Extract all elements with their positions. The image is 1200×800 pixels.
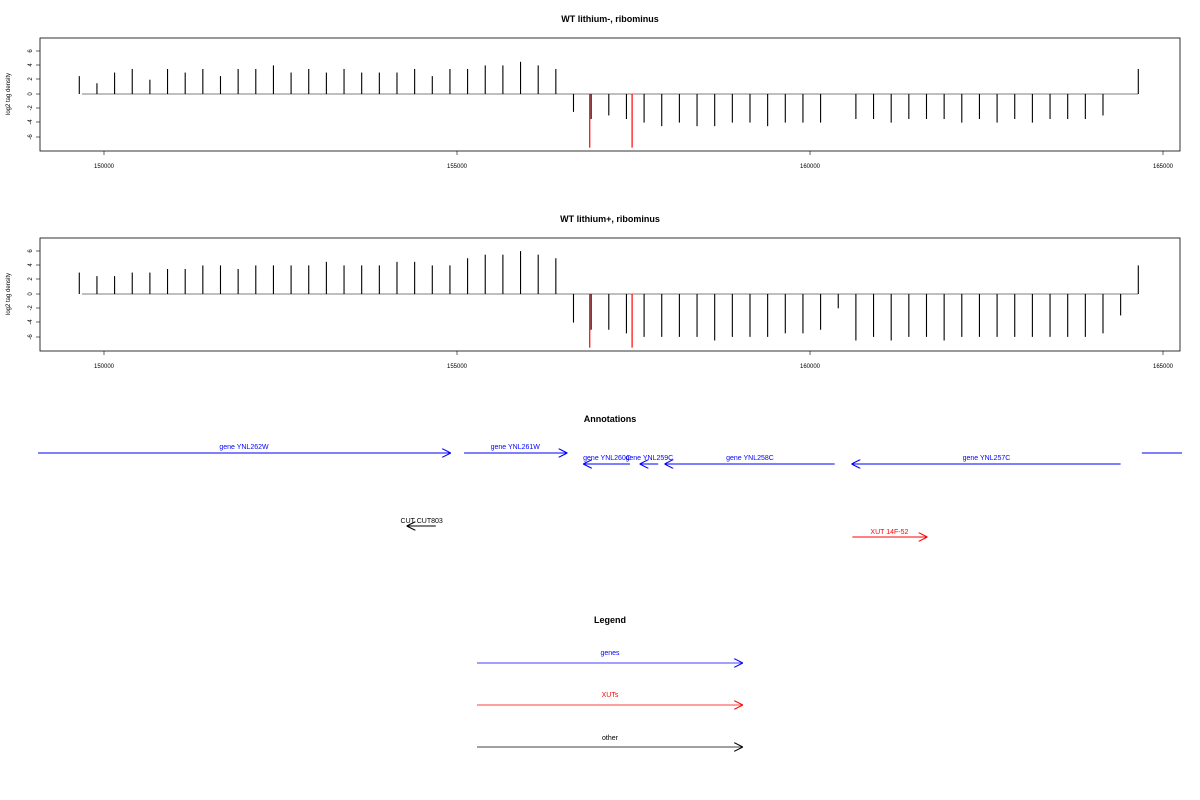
y-tick-label: 6 bbox=[28, 249, 34, 253]
y-tick-label: -2 bbox=[28, 305, 34, 311]
legend: Legend genes XUTs other bbox=[477, 615, 742, 747]
y-tick-label: 6 bbox=[28, 49, 34, 53]
panel-lithium-minus: WT lithium-, ribominus log2 tag density … bbox=[6, 14, 1181, 170]
x-tick-label: 150000 bbox=[94, 164, 115, 170]
panel-title: WT lithium-, ribominus bbox=[561, 14, 659, 24]
annotation-label: gene YNL262W bbox=[219, 444, 269, 451]
legend-label-other: other bbox=[602, 735, 619, 742]
legend-label-genes: genes bbox=[600, 650, 620, 657]
y-axis-label: log2 tag density bbox=[6, 73, 12, 115]
x-tick-label: 165000 bbox=[1153, 364, 1174, 370]
y-tick-label: -4 bbox=[28, 119, 34, 125]
y-tick-label: 2 bbox=[28, 277, 34, 281]
x-tick-label: 160000 bbox=[800, 364, 821, 370]
x-axis: 150000 155000 160000 165000 bbox=[94, 151, 1174, 170]
panel-lithium-plus: WT lithium+, ribominus log2 tag density … bbox=[6, 214, 1181, 370]
annotation-label: XUT 14F-52 bbox=[870, 529, 908, 536]
annotation-label: gene YNL259C bbox=[626, 455, 674, 462]
y-axis: 6 4 2 0 -2 -4 -6 bbox=[28, 249, 40, 340]
legend-title: Legend bbox=[594, 615, 626, 625]
plot-frame bbox=[39, 237, 1181, 352]
x-tick-label: 155000 bbox=[447, 164, 468, 170]
y-tick-label: -6 bbox=[28, 334, 34, 340]
signal-track bbox=[78, 251, 1139, 348]
y-tick-label: -2 bbox=[28, 105, 34, 111]
annotation-label: gene YNL261W bbox=[491, 444, 541, 451]
signal-track bbox=[78, 61, 1139, 148]
y-axis-label: log2 tag density bbox=[6, 273, 12, 315]
y-tick-label: -6 bbox=[28, 134, 34, 140]
y-tick-label: 4 bbox=[28, 63, 34, 67]
x-tick-label: 155000 bbox=[447, 364, 468, 370]
annotation-label: gene YNL258C bbox=[726, 455, 774, 462]
annotations-section: Annotations gene YNL262W gene YNL261W gene… bbox=[38, 414, 1182, 537]
y-tick-label: 0 bbox=[28, 292, 34, 296]
y-tick-label: 0 bbox=[28, 92, 34, 96]
annotations-title: Annotations bbox=[584, 414, 637, 424]
annotation-label: gene YNL260C bbox=[583, 455, 631, 462]
x-axis: 150000 155000 160000 165000 bbox=[94, 351, 1174, 370]
y-tick-label: 4 bbox=[28, 263, 34, 267]
panel-title: WT lithium+, ribominus bbox=[560, 214, 660, 224]
x-tick-label: 160000 bbox=[800, 164, 821, 170]
annotation-label: CUT CUT803 bbox=[401, 518, 443, 525]
plot-frame bbox=[39, 37, 1181, 152]
y-tick-label: 2 bbox=[28, 77, 34, 81]
annotation-label: gene YNL257C bbox=[963, 455, 1011, 462]
y-tick-label: -4 bbox=[28, 319, 34, 325]
x-tick-label: 150000 bbox=[94, 364, 115, 370]
x-tick-label: 165000 bbox=[1153, 164, 1174, 170]
y-axis: 6 4 2 0 -2 -4 -6 bbox=[28, 49, 40, 140]
legend-label-xuts: XUTs bbox=[602, 692, 619, 699]
